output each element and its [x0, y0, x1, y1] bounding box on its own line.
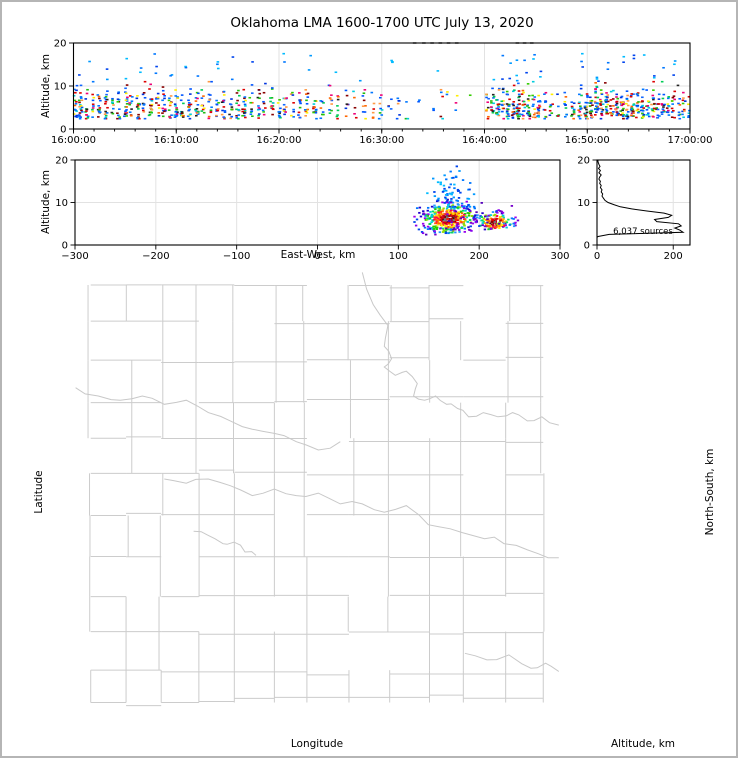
- ew-height-points: [413, 165, 520, 236]
- tick-label: 100: [389, 251, 408, 262]
- tick-label: 10: [55, 198, 68, 209]
- ew-height-grid: [75, 160, 560, 245]
- map-rivers: [75, 272, 559, 672]
- tick-label: 16:30:00: [359, 135, 404, 146]
- altitude-histogram-curve: [596, 159, 685, 238]
- ew-height-axes: −300 −200 −100 0 100 200 300 0 10 20: [55, 156, 569, 263]
- tick-label: 0: [594, 251, 600, 262]
- source-count-annotation: 6,037 sources: [613, 227, 673, 237]
- alt-histogram-grid: [597, 160, 690, 245]
- panel-map: [75, 272, 559, 707]
- page-title: Oklahoma LMA 1600-1700 UTC July 13, 2020: [230, 15, 534, 31]
- tick-label: 16:10:00: [154, 135, 199, 146]
- tick-label: 20: [577, 156, 590, 167]
- ylabel-ns-height: North-South, km: [704, 448, 716, 536]
- time-height-points: [72, 42, 691, 120]
- ylabel-time-height: Altitude, km: [40, 53, 52, 119]
- tick-label: 10: [54, 82, 67, 93]
- tick-label: 0: [60, 125, 66, 136]
- ylabel-ew-height: Altitude, km: [40, 169, 52, 235]
- tick-label: −200: [142, 251, 169, 262]
- alt-histogram-axes: 0 200 0 10 20: [577, 156, 691, 262]
- tick-label: 16:20:00: [257, 135, 302, 146]
- panel-time-height: 16:00:00 16:10:00 16:20:00 16:30:00 16:40:00…: [51, 39, 712, 147]
- tick-label: 0: [314, 251, 320, 262]
- tick-label: 0: [584, 241, 590, 252]
- xlabel-ns-height: Altitude, km: [610, 738, 676, 750]
- tick-label: −300: [61, 251, 88, 262]
- tick-label: −100: [223, 251, 250, 262]
- panel-alt-histogram: 0 200 0 10 20: [577, 156, 691, 262]
- xlabel-ew-height: East-West, km: [280, 249, 356, 261]
- map-county-lines: [87, 284, 545, 707]
- tick-label: 20: [55, 156, 68, 167]
- time-height-axes: 16:00:00 16:10:00 16:20:00 16:30:00 16:40:00…: [51, 39, 712, 147]
- tick-label: 20: [54, 39, 67, 50]
- tick-label: 16:00:00: [51, 135, 96, 146]
- tick-label: 17:00:00: [668, 135, 713, 146]
- tick-label: 200: [470, 251, 489, 262]
- tick-label: 16:40:00: [462, 135, 507, 146]
- tick-label: 200: [664, 251, 683, 262]
- tick-label: 10: [577, 198, 590, 209]
- panel-ew-height: −300 −200 −100 0 100 200 300 0 10 20: [55, 156, 569, 263]
- xlabel-map-longitude: Longitude: [290, 738, 344, 750]
- tick-label: 300: [550, 251, 569, 262]
- tick-label: 0: [62, 241, 68, 252]
- map-clipped-content: [75, 272, 559, 707]
- ylabel-map-latitude: Latitude: [33, 470, 45, 514]
- time-height-grid: [73, 43, 690, 129]
- tick-label: 16:50:00: [565, 135, 610, 146]
